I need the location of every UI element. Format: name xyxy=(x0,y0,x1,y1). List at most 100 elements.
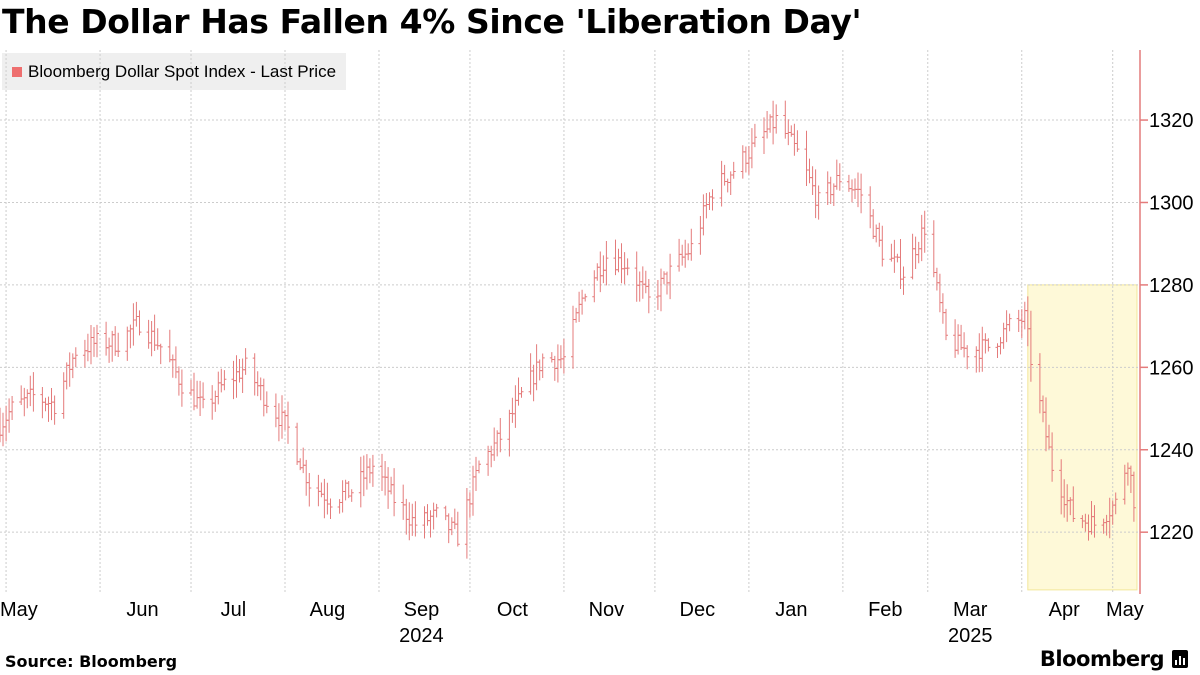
price-bar xyxy=(243,348,248,375)
price-bar xyxy=(149,321,154,357)
price-bar xyxy=(474,456,478,491)
x-tick-label: Nov xyxy=(589,599,625,621)
price-bar xyxy=(710,189,715,211)
price-bar xyxy=(953,319,958,358)
legend: Bloomberg Dollar Spot Index - Last Price xyxy=(2,53,347,90)
price-bar xyxy=(404,498,409,535)
logo-text: Bloomberg xyxy=(1039,647,1165,671)
price-bar xyxy=(216,371,221,405)
price-bar xyxy=(322,478,327,519)
price-bar xyxy=(446,513,451,544)
price-bar xyxy=(128,324,133,349)
price-bar xyxy=(64,362,69,390)
price-bar xyxy=(252,353,257,396)
price-bar xyxy=(31,372,36,412)
price-bar xyxy=(325,482,330,515)
price-bar xyxy=(980,326,985,372)
price-bar xyxy=(73,347,78,368)
price-bar xyxy=(116,332,121,357)
price-bar xyxy=(137,310,142,336)
price-bar xyxy=(1019,309,1024,338)
x-tick-label: May xyxy=(0,599,38,621)
price-bar xyxy=(413,501,418,537)
price-bar xyxy=(598,251,603,293)
price-bar xyxy=(1022,301,1027,330)
price-bar xyxy=(983,333,988,354)
x-tick-label: Apr xyxy=(1049,599,1080,621)
price-bar xyxy=(965,345,970,370)
y-tick-label: 1280 xyxy=(1149,275,1194,297)
price-bar xyxy=(749,128,754,169)
price-bar xyxy=(407,502,412,541)
price-bar xyxy=(810,166,815,195)
price-bar xyxy=(537,359,542,381)
price-bar xyxy=(874,224,879,243)
y-tick-label: 1240 xyxy=(1149,440,1194,462)
price-bar xyxy=(89,325,93,365)
price-bar xyxy=(170,354,175,378)
price-bar xyxy=(837,163,842,191)
price-bar xyxy=(895,253,900,263)
price-bar xyxy=(1028,310,1033,382)
price-bar xyxy=(668,253,673,300)
price-bar xyxy=(986,338,991,352)
price-bar xyxy=(495,430,500,457)
price-bar xyxy=(231,360,236,400)
chart-title: The Dollar Has Fallen 4% Since 'Liberati… xyxy=(2,2,862,41)
price-bar xyxy=(828,176,833,204)
x-tick-label: Oct xyxy=(497,599,529,621)
price-bar xyxy=(944,308,948,341)
price-bar xyxy=(850,179,854,203)
price-bar xyxy=(383,461,388,496)
price-bar xyxy=(698,216,703,255)
price-bar xyxy=(619,243,624,284)
price-bar xyxy=(616,248,621,273)
price-bar xyxy=(210,385,215,420)
price-bar xyxy=(477,460,481,474)
price-bar xyxy=(601,255,606,284)
price-bar xyxy=(880,225,885,267)
price-bar xyxy=(519,387,524,398)
price-bar xyxy=(486,445,491,476)
price-bar xyxy=(916,241,921,264)
price-bar xyxy=(489,445,494,468)
price-bar xyxy=(273,393,278,428)
price-bar xyxy=(340,480,345,513)
price-bar xyxy=(19,385,24,405)
price-bar xyxy=(813,169,818,219)
x-tick-label: May xyxy=(1106,599,1144,621)
legend-swatch xyxy=(12,66,22,77)
price-bar xyxy=(201,382,206,409)
price-bar xyxy=(410,503,415,536)
price-bar xyxy=(28,375,33,407)
price-bar xyxy=(555,344,560,383)
x-tick-label: Jun xyxy=(126,599,158,621)
price-bar xyxy=(104,321,109,356)
price-bar xyxy=(304,459,309,496)
price-bar xyxy=(680,244,685,266)
price-bar xyxy=(677,238,682,272)
price-bar xyxy=(0,407,2,443)
price-bar xyxy=(22,387,27,417)
price-bar xyxy=(1113,492,1118,515)
bloomberg-logo: Bloomberg xyxy=(1040,647,1188,671)
price-bar xyxy=(264,391,269,414)
price-bar xyxy=(580,289,585,315)
price-bar xyxy=(919,214,924,262)
price-bar xyxy=(765,111,770,139)
y-tick-label: 1320 xyxy=(1149,110,1194,132)
liberation-day-highlight xyxy=(1027,284,1138,591)
price-bar xyxy=(367,458,372,484)
price-bar xyxy=(464,488,469,559)
x-tick-label: Jul xyxy=(221,599,247,621)
price-bar xyxy=(662,271,666,285)
price-bar xyxy=(934,267,939,291)
price-bar xyxy=(595,263,600,281)
price-bar xyxy=(577,291,582,322)
price-bar xyxy=(70,353,75,379)
price-bar xyxy=(853,178,857,199)
price-bar xyxy=(513,385,518,428)
price-bar xyxy=(752,123,757,148)
price-bar xyxy=(364,454,369,490)
x-tick-label: Sep xyxy=(404,599,440,621)
